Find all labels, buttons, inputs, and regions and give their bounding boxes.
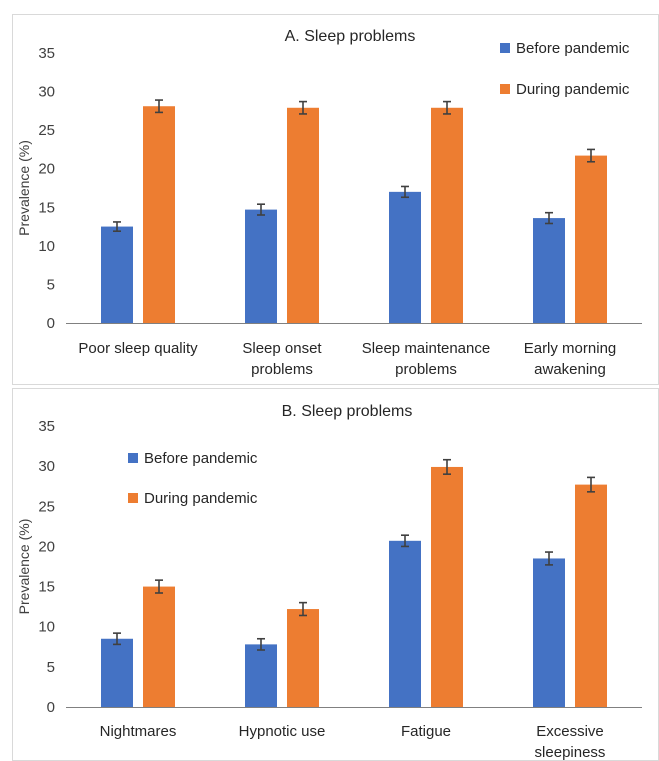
y-tick-label-a: 10	[38, 238, 55, 255]
y-tick-label-a: 35	[38, 45, 55, 62]
y-tick-label-b: 30	[38, 458, 55, 475]
legend-label-b: Before pandemic	[144, 450, 258, 467]
x-category-label-a: Poor sleep quality	[78, 340, 198, 357]
y-tick-label-b: 5	[47, 659, 55, 676]
chart-title-b: B. Sleep problems	[282, 403, 413, 420]
bar-before-a	[245, 209, 277, 323]
chart-title-a: A. Sleep problems	[285, 28, 416, 45]
y-tick-label-a: 5	[47, 276, 55, 293]
y-axis-title-a: Prevalence (%)	[16, 140, 32, 236]
y-tick-label-b: 35	[38, 418, 55, 435]
y-axis-ticks-a: 0 5 10 15 20 25 30 35	[38, 45, 55, 332]
bar-during-b	[431, 466, 463, 707]
y-tick-label-a: 30	[38, 84, 55, 101]
legend-swatch-a	[500, 84, 510, 94]
legend-label-b: During pandemic	[144, 490, 258, 507]
x-category-label-b: Hypnotic use	[239, 723, 326, 740]
x-category-label-b: Excessive sleepiness	[535, 723, 606, 761]
legend-a: Before pandemic During pandemic	[500, 40, 630, 98]
bar-during-b	[575, 484, 607, 707]
y-tick-label-a: 0	[47, 315, 55, 332]
bar-during-a	[143, 106, 175, 323]
chart-panel-a: A. Sleep problems Prevalence (%) 0 5 10 15 2…	[12, 14, 659, 385]
bar-during-b	[143, 586, 175, 707]
legend-b: Before pandemic During pandemic	[128, 450, 258, 507]
legend-label-a: Before pandemic	[516, 40, 630, 57]
y-tick-label-b: 0	[47, 699, 55, 716]
bar-during-a	[575, 155, 607, 323]
legend-swatch-a	[500, 43, 510, 53]
bars-a	[101, 99, 607, 324]
legend-swatch-b	[128, 493, 138, 503]
y-axis-ticks-b: 0 5 10 15 20 25 30 35	[38, 418, 55, 716]
bar-during-a	[287, 107, 319, 324]
bar-before-b	[533, 558, 565, 707]
x-category-label-b: Nightmares	[100, 723, 177, 740]
panel-a-border	[12, 14, 659, 385]
bars-b	[101, 458, 607, 707]
y-tick-label-b: 20	[38, 538, 55, 555]
y-tick-label-b: 15	[38, 579, 55, 596]
x-axis-categories-a: Poor sleep quality Sleep onset problems Sle…	[78, 340, 616, 378]
x-category-label-a: Sleep maintenance problems	[362, 340, 490, 378]
y-axis-title-b: Prevalence (%)	[16, 519, 32, 615]
bar-before-b	[245, 644, 277, 707]
x-category-label-b: Fatigue	[401, 723, 451, 740]
legend-label-a: During pandemic	[516, 81, 630, 98]
bar-before-b	[389, 540, 421, 707]
y-tick-label-a: 15	[38, 199, 55, 216]
y-tick-label-b: 25	[38, 498, 55, 515]
y-tick-label-a: 20	[38, 161, 55, 178]
bar-before-a	[389, 191, 421, 323]
x-category-label-a: Sleep onset problems	[242, 340, 322, 378]
x-category-label-a: Early morning awakening	[524, 340, 617, 378]
bar-before-a	[101, 226, 133, 323]
x-axis-categories-b: Nightmares Hypnotic use Fatigue Excessive sl…	[100, 723, 606, 761]
chart-panel-b: B. Sleep problems Prevalence (%) 0 5 10 15 2…	[12, 388, 659, 761]
y-tick-label-b: 10	[38, 619, 55, 636]
bar-before-b	[101, 638, 133, 707]
legend-swatch-b	[128, 453, 138, 463]
bar-during-b	[287, 609, 319, 707]
y-tick-label-a: 25	[38, 122, 55, 139]
bar-before-a	[533, 218, 565, 323]
bar-during-a	[431, 107, 463, 324]
